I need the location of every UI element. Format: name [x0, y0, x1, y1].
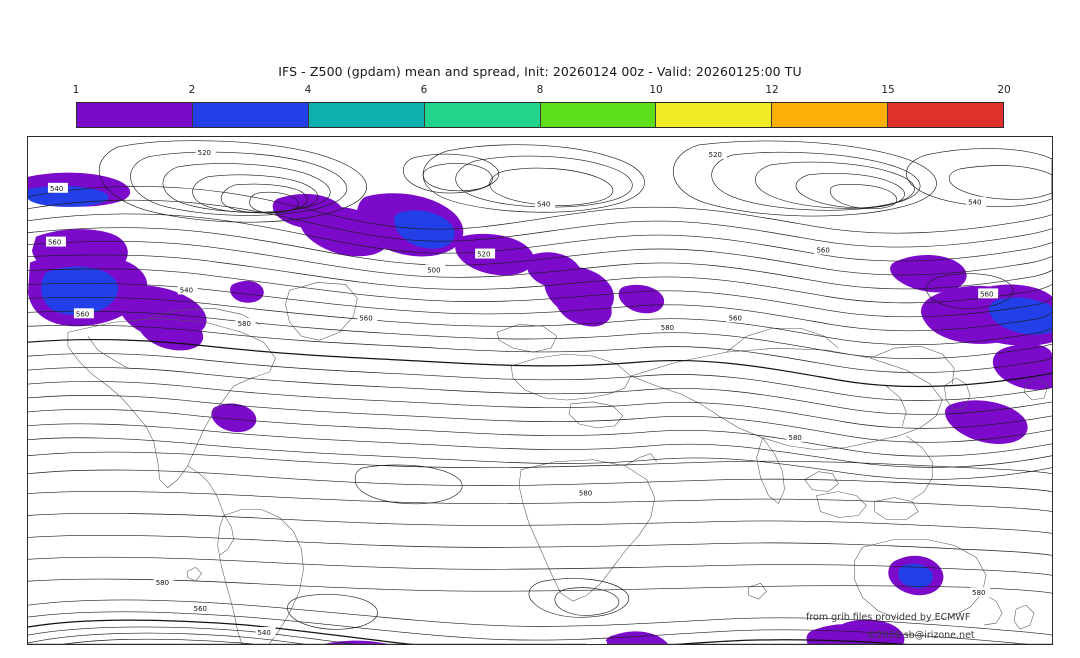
- colorbar-segment-5: [540, 103, 657, 127]
- colorbar-segment-3: [308, 103, 425, 127]
- colorbar-tick-15: 15: [881, 84, 895, 96]
- colorbar-tick-12: 12: [765, 84, 779, 96]
- colorbar-gradient: [76, 102, 1004, 128]
- svg-text:540: 540: [50, 185, 63, 193]
- svg-text:560: 560: [816, 247, 829, 255]
- svg-text:560: 560: [194, 605, 207, 613]
- svg-text:580: 580: [661, 324, 674, 332]
- svg-text:580: 580: [579, 490, 592, 498]
- contour-layer: [28, 140, 1052, 644]
- colorbar-segment-4: [424, 103, 541, 127]
- spread-shading-layer: [28, 172, 1052, 644]
- contour-labels-layer: 520 520 540 540 540 540 560 560 560 560: [45, 146, 999, 644]
- credit-source: from grib files provided by ECMWF: [806, 612, 971, 623]
- svg-text:540: 540: [180, 286, 193, 294]
- colorbar-segment-7: [772, 103, 889, 127]
- colorbar-tick-8: 8: [536, 84, 544, 96]
- map-canvas: 520 520 540 540 540 540 560 560 560 560: [28, 140, 1052, 644]
- svg-text:580: 580: [238, 320, 251, 328]
- colorbar-tick-20: 20: [997, 84, 1011, 96]
- svg-text:540: 540: [537, 201, 550, 209]
- colorbar-tick-10: 10: [649, 84, 663, 96]
- colorbar-segment-1: [77, 103, 193, 127]
- svg-text:520: 520: [709, 151, 722, 159]
- svg-text:540: 540: [589, 643, 602, 644]
- svg-text:560: 560: [48, 239, 61, 247]
- map-plot-area[interactable]: 520 520 540 540 540 540 560 560 560 560: [27, 136, 1053, 645]
- colorbar-tick-labels: 1 2 4 6 8 10 12 15 20: [72, 84, 1011, 100]
- svg-text:520: 520: [198, 149, 211, 157]
- colorbar-tick-4: 4: [304, 84, 312, 96]
- svg-text:540: 540: [968, 199, 981, 207]
- colorbar-segment-2: [192, 103, 309, 127]
- colorbar-segment-8: [888, 103, 1003, 127]
- colorbar-tick-1: 1: [72, 84, 80, 96]
- coastlines-layer: [28, 282, 1052, 644]
- svg-text:560: 560: [359, 314, 372, 322]
- colorbar-segment-6: [656, 103, 773, 127]
- svg-text:520: 520: [477, 251, 490, 259]
- svg-text:560: 560: [980, 290, 993, 298]
- svg-text:500: 500: [427, 266, 440, 274]
- svg-text:580: 580: [972, 589, 985, 597]
- credit-copyright: ©2026 sb@irizone.net: [867, 630, 975, 641]
- svg-text:560: 560: [729, 314, 742, 322]
- svg-text:540: 540: [258, 629, 271, 637]
- colorbar-tick-6: 6: [420, 84, 428, 96]
- svg-text:580: 580: [156, 579, 169, 587]
- page-title: IFS - Z500 (gpdam) mean and spread, Init…: [278, 64, 802, 79]
- colorbar: 1 2 4 6 8 10 12 15 20: [73, 84, 1011, 128]
- svg-text:560: 560: [76, 310, 89, 318]
- colorbar-tick-2: 2: [188, 84, 196, 96]
- svg-text:580: 580: [789, 434, 802, 442]
